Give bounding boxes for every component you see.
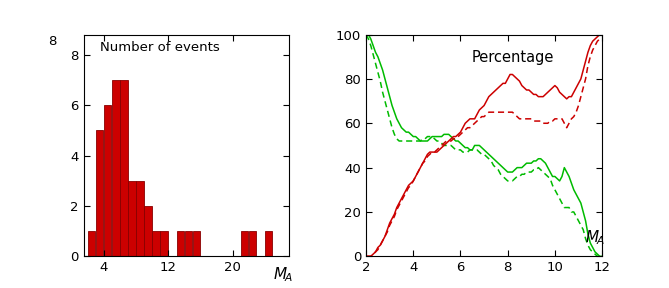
Text: 8: 8 xyxy=(49,35,57,48)
Text: $M_{\!A}$: $M_{\!A}$ xyxy=(585,229,605,247)
Bar xyxy=(88,231,96,256)
Bar xyxy=(96,130,104,256)
Bar xyxy=(161,231,168,256)
Bar xyxy=(112,80,120,256)
Bar xyxy=(104,105,112,256)
Bar xyxy=(136,181,144,256)
Bar xyxy=(145,206,152,256)
Bar xyxy=(153,231,160,256)
Bar xyxy=(193,231,200,256)
Bar xyxy=(128,181,136,256)
Text: Number of events: Number of events xyxy=(100,41,220,54)
Text: Percentage: Percentage xyxy=(471,50,554,65)
Bar xyxy=(249,231,256,256)
Bar xyxy=(177,231,184,256)
Bar xyxy=(241,231,248,256)
Bar xyxy=(120,80,128,256)
Text: $M_{\!A}$: $M_{\!A}$ xyxy=(273,265,293,284)
Bar xyxy=(265,231,272,256)
Bar xyxy=(185,231,192,256)
